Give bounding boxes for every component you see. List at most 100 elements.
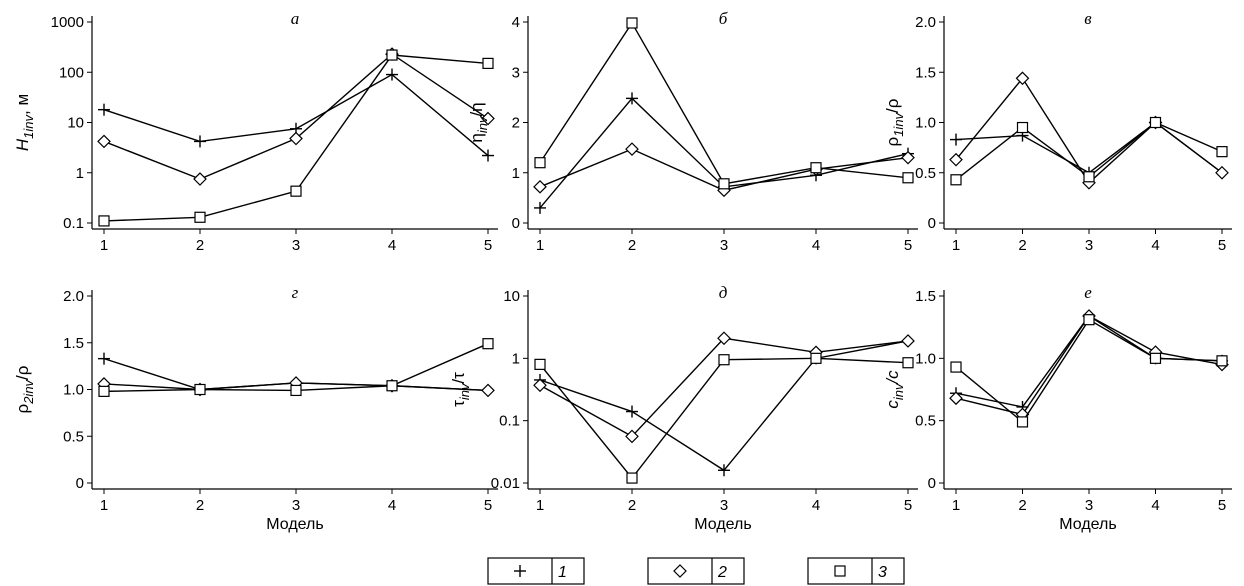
y-tick-label: 10	[503, 288, 520, 305]
data-point	[626, 405, 638, 418]
data-point	[1149, 116, 1162, 129]
data-point	[534, 157, 546, 169]
y-tick-label: 4	[512, 14, 520, 31]
data-point	[533, 378, 547, 393]
x-tick-label: 1	[952, 497, 960, 514]
data-point	[533, 179, 547, 194]
data-point	[1215, 165, 1229, 180]
data-point	[626, 92, 638, 105]
y-axis-label: τinv/τ	[449, 372, 472, 407]
series-3	[98, 49, 494, 227]
data-point	[625, 142, 639, 156]
data-point	[97, 134, 111, 149]
y-tick-label: 0	[928, 215, 936, 232]
x-tick-label: 4	[388, 497, 396, 514]
x-tick-label: 5	[484, 497, 492, 514]
x-tick-label: 5	[1218, 237, 1226, 254]
series-2	[97, 47, 495, 186]
y-tick-label: 0	[512, 215, 520, 232]
y-axis-label: H1inv, м	[13, 94, 36, 151]
series-3	[950, 116, 1228, 186]
series-line	[955, 318, 1223, 423]
y-tick-label: 1	[76, 165, 84, 182]
series-3	[950, 314, 1228, 428]
x-tick-label: 4	[812, 237, 820, 254]
data-point	[98, 352, 110, 365]
legend-marker	[834, 565, 846, 577]
x-tick-label: 4	[812, 497, 820, 514]
data-point	[718, 354, 730, 366]
y-tick-label: 3	[512, 64, 520, 81]
series-line	[539, 357, 909, 480]
y-tick-label: 1.5	[915, 64, 936, 81]
y-axis-label: ηinv/η	[467, 102, 490, 142]
x-tick-label: 2	[628, 237, 636, 254]
series-line	[539, 337, 909, 438]
data-point	[1016, 121, 1029, 134]
x-tick-label: 1	[952, 237, 960, 254]
panel-title: в	[1084, 9, 1092, 28]
data-point	[810, 352, 822, 364]
panel-title: г	[292, 283, 299, 302]
data-point	[902, 172, 914, 184]
y-tick-label: 0.1	[499, 413, 520, 430]
y-tick-label: 1.0	[63, 382, 84, 399]
x-tick-label: 3	[292, 497, 300, 514]
legend-item-3: 3	[807, 557, 905, 585]
y-tick-label: 1.0	[915, 350, 936, 367]
data-point	[626, 472, 638, 484]
y-tick-label: 1	[512, 165, 520, 182]
x-tick-label: 4	[1151, 497, 1159, 514]
data-point	[625, 429, 639, 444]
data-point	[290, 185, 302, 197]
y-tick-label: 1.5	[915, 288, 936, 305]
series-line	[103, 53, 489, 180]
panel-title: е	[1084, 283, 1092, 302]
y-tick-label: 10	[67, 115, 84, 132]
x-tick-label: 5	[484, 237, 492, 254]
panel-title: д	[719, 283, 728, 302]
series-line	[955, 315, 1223, 408]
data-point	[98, 385, 110, 397]
data-point	[481, 383, 495, 398]
y-tick-label: 0	[76, 475, 84, 492]
x-tick-label: 5	[904, 237, 912, 254]
x-tick-label: 2	[628, 497, 636, 514]
legend-label: 2	[717, 564, 727, 581]
legend-marker	[514, 565, 526, 577]
data-point	[1015, 71, 1030, 86]
series-1	[950, 116, 1228, 179]
x-tick-label: 1	[100, 497, 108, 514]
legend-item-2: 2	[647, 557, 745, 585]
data-point	[626, 17, 638, 29]
data-point	[482, 149, 494, 162]
data-point	[902, 357, 914, 369]
data-point	[386, 68, 398, 81]
x-tick-label: 2	[1018, 497, 1026, 514]
legend: 1 2 3	[487, 557, 905, 585]
x-tick-label: 3	[1085, 497, 1093, 514]
x-tick-label: 1	[536, 497, 544, 514]
data-point	[98, 215, 110, 227]
data-point	[482, 338, 494, 350]
panel-3: 0 0.5 1.0 1.5 2.0 1 2 3 4 5 в ρ1inv/ρ	[883, 9, 1232, 254]
data-point	[718, 178, 730, 190]
data-point	[949, 152, 963, 167]
data-point	[193, 172, 207, 186]
x-tick-label: 4	[388, 237, 396, 254]
legend-box	[647, 557, 745, 585]
data-point	[534, 358, 546, 370]
y-tick-label: 0.01	[491, 475, 520, 492]
data-point	[194, 211, 206, 223]
data-point	[717, 331, 731, 346]
x-axis-label: Модель	[266, 516, 323, 533]
data-point	[289, 131, 303, 146]
x-axis-label: Модель	[1059, 516, 1116, 533]
data-point	[950, 361, 962, 373]
data-point	[1216, 146, 1228, 158]
x-axis-label: Модель	[694, 516, 751, 533]
x-tick-label: 2	[196, 497, 204, 514]
data-point	[1016, 416, 1029, 428]
